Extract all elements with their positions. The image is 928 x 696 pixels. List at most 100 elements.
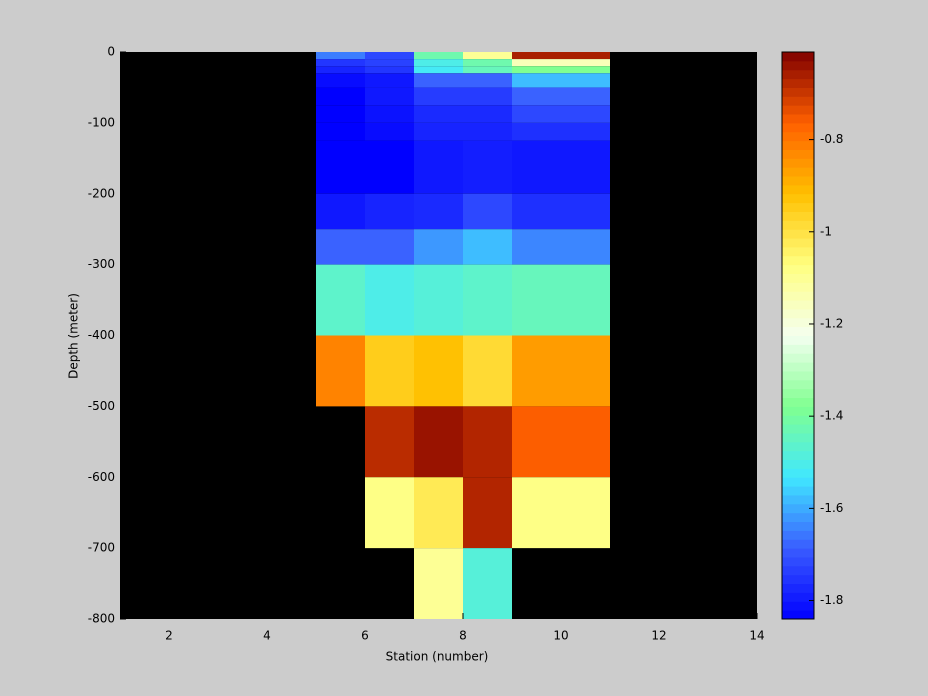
- heatmap-cell: [414, 193, 463, 230]
- colorbar-swatch: [782, 406, 814, 416]
- heatmap-cell: [316, 87, 365, 106]
- heatmap-cell: [463, 264, 512, 336]
- colorbar-swatch: [782, 87, 814, 97]
- heatmap-cell: [512, 229, 610, 265]
- heatmap-cell: [414, 87, 463, 106]
- colorbar-swatch: [782, 282, 814, 292]
- colorbar-swatch: [782, 300, 814, 310]
- heatmap-cell: [512, 73, 610, 88]
- x-tick-label: 6: [361, 629, 369, 643]
- y-tick-label: -800: [88, 612, 115, 626]
- heatmap-cell: [463, 548, 512, 619]
- colorbar-swatch: [782, 131, 814, 142]
- heatmap-cell: [414, 66, 463, 74]
- colorbar-swatch: [782, 521, 814, 531]
- colorbar-tick-label: -1: [820, 224, 832, 238]
- colorbar-swatch: [782, 308, 814, 319]
- colorbar-tick-label: -1.8: [820, 593, 843, 607]
- heatmap-cell: [512, 105, 610, 123]
- heatmap-cell: [463, 59, 512, 67]
- colorbar-swatch: [782, 105, 814, 115]
- heatmap-cell: [463, 229, 512, 265]
- colorbar-swatch: [782, 69, 814, 80]
- heatmap-cell: [512, 477, 610, 549]
- colorbar-swatch: [782, 415, 814, 425]
- heatmap-cell: [512, 335, 610, 407]
- colorbar-swatch: [782, 96, 814, 106]
- heatmap-cell: [316, 66, 365, 74]
- heatmap-cell: [316, 105, 365, 123]
- heatmap-cell: [316, 140, 365, 194]
- colorbar-swatch: [782, 220, 814, 230]
- colorbar-swatch: [782, 344, 814, 354]
- colorbar-swatch: [782, 610, 814, 620]
- x-tick-label: 12: [651, 629, 666, 643]
- y-tick-label: -700: [88, 541, 115, 555]
- colorbar-swatch: [782, 450, 814, 461]
- colorbar-swatch: [782, 486, 814, 496]
- heatmap-cell: [512, 59, 610, 67]
- heatmap-cell: [463, 52, 512, 60]
- heatmap-cell: [365, 264, 414, 336]
- colorbar-swatch: [782, 441, 814, 452]
- x-axis-label: Station (number): [386, 650, 489, 664]
- colorbar-swatch: [782, 202, 814, 212]
- colorbar-swatch: [782, 548, 814, 558]
- heatmap-cell: [365, 87, 414, 106]
- colorbar-swatch: [782, 477, 814, 487]
- colorbar-swatch: [782, 530, 814, 540]
- colorbar-swatch: [782, 494, 814, 505]
- heatmap-cell: [512, 264, 610, 336]
- y-axis-label: Depth (meter): [67, 293, 81, 379]
- heatmap-cell: [414, 59, 463, 67]
- heatmap-cell: [463, 87, 512, 106]
- heatmap-cell: [463, 140, 512, 194]
- heatmap-cell: [316, 73, 365, 88]
- heatmap-cell: [414, 105, 463, 123]
- heatmap-cell: [316, 59, 365, 67]
- colorbar-swatch: [782, 140, 814, 150]
- heatmap-cell: [463, 122, 512, 141]
- colorbar-swatch: [782, 583, 814, 593]
- heatmap-cell: [316, 122, 365, 141]
- y-tick-label: 0: [107, 45, 115, 59]
- colorbar-swatch: [782, 601, 814, 611]
- colorbar-swatch: [782, 78, 814, 88]
- x-tick-label: 4: [263, 629, 271, 643]
- heatmap-cell: [365, 335, 414, 407]
- colorbar-swatch: [782, 52, 814, 62]
- colorbar-swatch: [782, 317, 814, 328]
- heatmap-cell: [365, 66, 414, 74]
- heatmap-cell: [365, 477, 414, 549]
- y-tick-label: -100: [88, 115, 115, 129]
- heatmap-cell: [512, 193, 610, 230]
- heatmap-cell: [316, 52, 365, 60]
- colorbar-frame: [781, 51, 815, 620]
- colorbar-swatch: [782, 229, 814, 239]
- colorbar-swatch: [782, 397, 814, 407]
- y-tick-label: -200: [88, 186, 115, 200]
- colorbar-swatch: [782, 326, 814, 336]
- heatmap-cell: [316, 335, 365, 407]
- colorbar-swatch: [782, 432, 814, 443]
- colorbar-swatch: [782, 158, 814, 168]
- colorbar-swatch: [782, 424, 814, 434]
- colorbar-swatch: [782, 193, 814, 204]
- colorbar-swatch: [782, 246, 814, 257]
- heatmap-cell: [512, 406, 610, 478]
- heatmap-cell: [463, 335, 512, 407]
- colorbar-swatch: [782, 60, 814, 71]
- colorbar-swatch: [782, 539, 814, 549]
- y-tick-label: -600: [88, 470, 115, 484]
- colorbar-swatch: [782, 370, 814, 381]
- colorbar-swatch: [782, 556, 814, 567]
- colorbar-swatch: [782, 273, 814, 283]
- colorbar-swatch: [782, 264, 814, 274]
- colorbar-swatch: [782, 122, 814, 133]
- colorbar-swatch: [782, 574, 814, 585]
- colorbar-swatch: [782, 176, 814, 186]
- colorbar-swatch: [782, 291, 814, 301]
- heatmap-cell: [414, 264, 463, 336]
- colorbar-swatch: [782, 388, 814, 399]
- heatmap-cell: [365, 406, 414, 478]
